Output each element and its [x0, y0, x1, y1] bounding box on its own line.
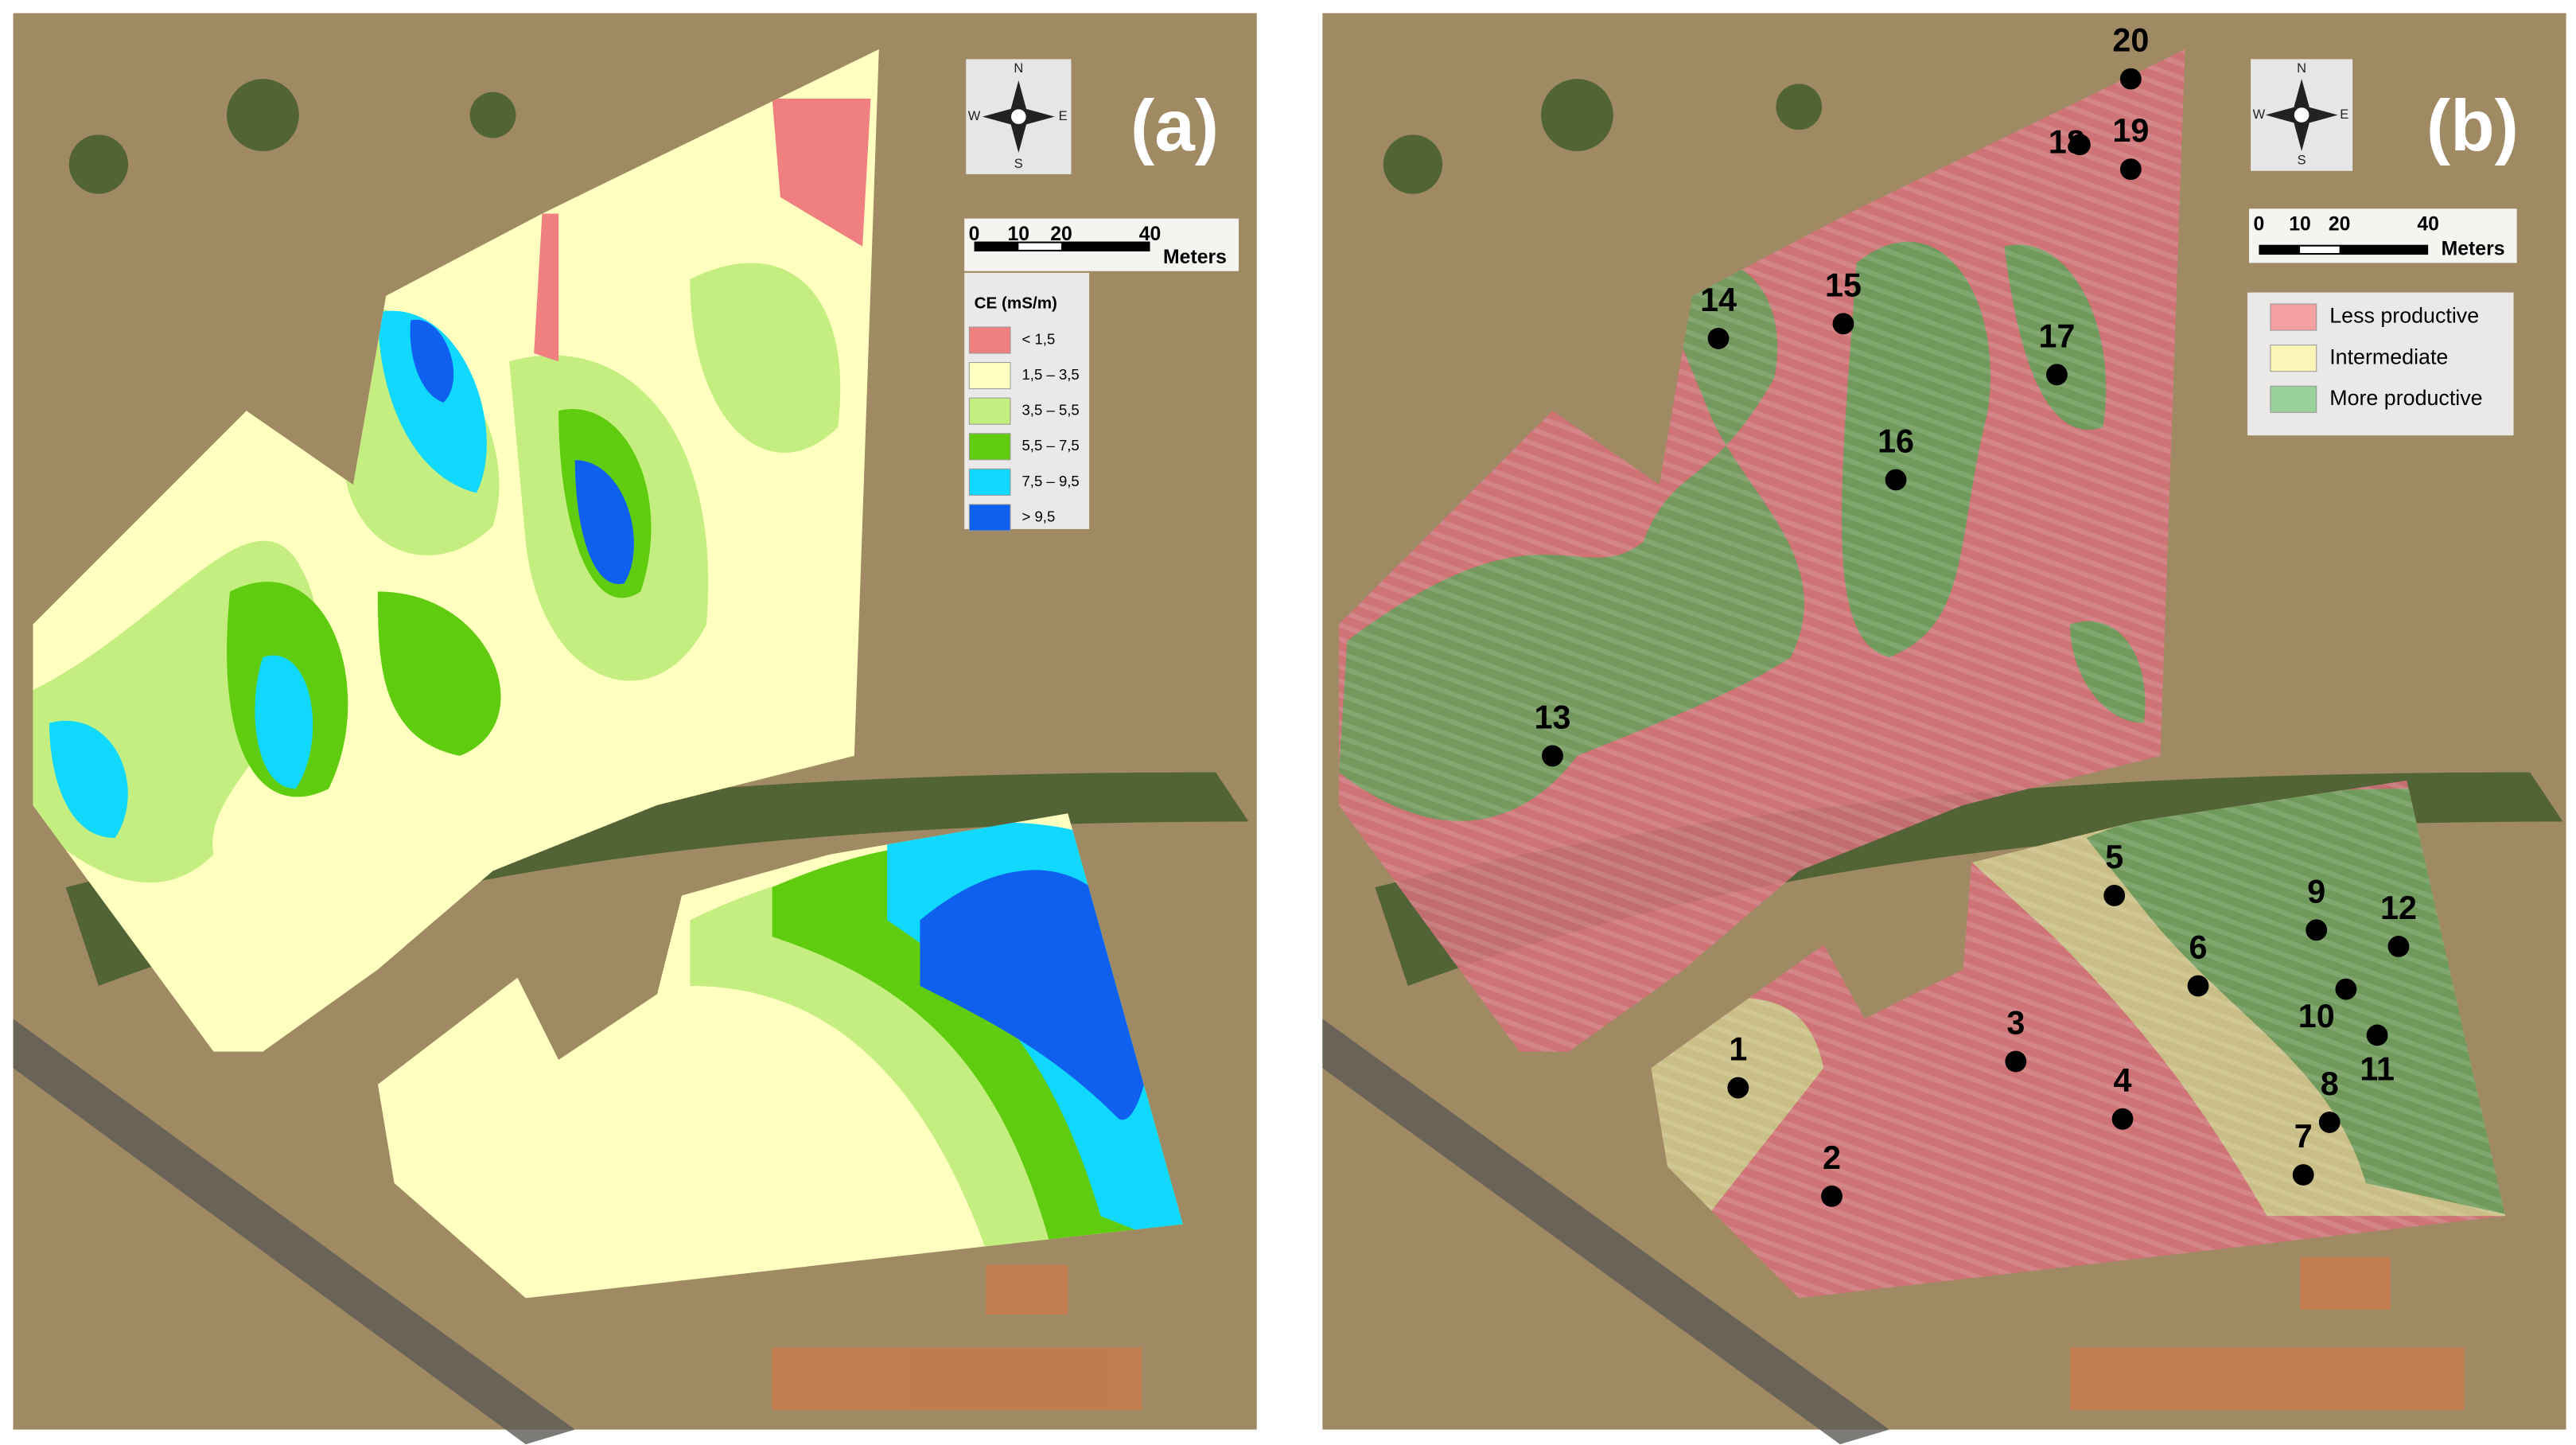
compass-letter: E: [1059, 108, 1068, 123]
sampling-point-label: 20: [2112, 22, 2149, 59]
sampling-point: [2292, 1164, 2314, 1186]
scale-bar-segment: [2300, 246, 2340, 254]
compass-letter: E: [2340, 107, 2348, 122]
scale-bar: [974, 241, 1150, 251]
panel-label: (a): [1130, 86, 1219, 166]
sampling-point-label: 8: [2321, 1065, 2339, 1102]
compass-letter: W: [968, 108, 981, 123]
sampling-point-label: 1: [1729, 1031, 1747, 1068]
sampling-point-label: 13: [1535, 699, 1571, 735]
compass-letter: N: [2297, 60, 2306, 76]
scale-tick-label: 40: [2417, 213, 2439, 235]
sampling-point: [2306, 919, 2328, 941]
sampling-point: [2335, 978, 2357, 1000]
legend-label: 5,5 – 7,5: [1021, 437, 1079, 454]
sampling-point: [2111, 1108, 2134, 1130]
legend-swatch: [2270, 385, 2317, 413]
sampling-point: [2005, 1050, 2027, 1073]
sampling-point-label: 12: [2380, 890, 2417, 926]
scale-tick-label: 0: [2254, 213, 2265, 235]
scale-bar: [2259, 244, 2429, 255]
sampling-point: [2387, 936, 2410, 957]
sampling-point: [2119, 68, 2142, 90]
sampling-point: [2366, 1024, 2388, 1046]
sampling-point: [2318, 1112, 2341, 1133]
sampling-point-label: 11: [2360, 1050, 2395, 1087]
sampling-point-label: 10: [2298, 998, 2335, 1034]
sampling-point-label: 15: [1825, 267, 1862, 303]
sampling-point: [1542, 745, 1563, 767]
sampling-point-label: 5: [2105, 839, 2123, 875]
sampling-point-label: 18: [2049, 124, 2085, 161]
legend-label: More productive: [2329, 386, 2482, 410]
scale-bar-segment: [1018, 243, 1062, 250]
legend-label: > 9,5: [1021, 508, 1055, 524]
legend-swatch: [968, 468, 1011, 496]
scale-tick-label: 10: [2289, 213, 2311, 235]
scale-tick-label: 40: [1139, 224, 1162, 245]
legend-label: 1,5 – 3,5: [1021, 366, 1079, 383]
legend-label: 7,5 – 9,5: [1021, 473, 1079, 489]
sampling-point-label: 7: [2294, 1118, 2313, 1155]
panel-label: (b): [2426, 86, 2519, 166]
sampling-point-label: 2: [1823, 1139, 1841, 1176]
legend-swatch: [968, 433, 1011, 461]
sampling-point-label: 4: [2114, 1062, 2132, 1099]
compass-letter: N: [1014, 60, 1023, 76]
compass-letter: S: [2298, 153, 2306, 168]
scale-tick-label: 20: [1050, 224, 1072, 245]
legend-label: Intermediate: [2329, 345, 2448, 368]
legend-label: Less productive: [2329, 304, 2479, 328]
sampling-point-label: 3: [2006, 1004, 2025, 1041]
sampling-point: [1832, 313, 1854, 335]
legend-swatch: [968, 397, 1011, 425]
scale-tick-label: 0: [969, 224, 980, 245]
legend-swatch: [968, 326, 1011, 354]
legend-label: 3,5 – 5,5: [1021, 402, 1079, 419]
sampling-point: [1707, 327, 1730, 349]
compass-letter: S: [1014, 156, 1023, 171]
sampling-point-label: 9: [2307, 873, 2325, 909]
sampling-point: [2068, 134, 2091, 156]
sampling-point: [2103, 885, 2126, 906]
legend-title: CE (mS/m): [975, 294, 1057, 312]
sampling-point-label: 19: [2112, 112, 2149, 149]
compass-letter: W: [2253, 107, 2266, 122]
sampling-point: [1885, 469, 1907, 491]
compass-center: [1009, 107, 1028, 126]
legend-swatch: [2270, 303, 2317, 331]
compass-center: [2292, 106, 2311, 124]
sampling-point-label: 17: [2038, 317, 2075, 354]
sampling-point: [2046, 364, 2068, 386]
scale-tick-label: 10: [1008, 224, 1030, 245]
legend-swatch: [968, 504, 1011, 532]
scale-tick-label: 20: [2329, 213, 2351, 235]
sampling-point: [1821, 1185, 1843, 1207]
sampling-point: [2119, 158, 2142, 181]
legend-swatch: [968, 362, 1011, 390]
legend-label: < 1,5: [1021, 330, 1055, 347]
scale-unit: Meters: [1163, 247, 1227, 268]
sampling-point-label: 16: [1878, 423, 1914, 459]
sampling-point: [2187, 975, 2209, 997]
sampling-point-label: 6: [2189, 929, 2208, 966]
sampling-point-label: 14: [1700, 282, 1737, 318]
legend-swatch: [2270, 345, 2317, 372]
scale-unit: Meters: [2442, 238, 2505, 259]
sampling-point: [1727, 1077, 1749, 1099]
